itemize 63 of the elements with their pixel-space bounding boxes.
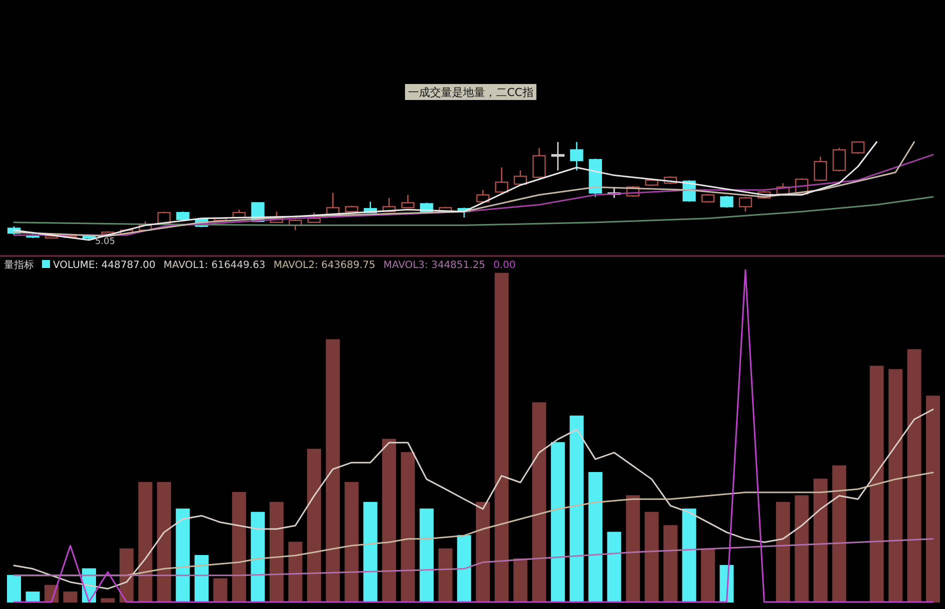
bar (813, 478, 828, 602)
bar (400, 452, 415, 602)
bar (100, 598, 115, 602)
text: 一成交量是地量，二CC指 (408, 86, 534, 99)
bar (120, 548, 134, 602)
bar (532, 402, 546, 602)
bar (682, 508, 696, 602)
bar (794, 495, 809, 602)
candlestick (551, 141, 564, 172)
candlestick (832, 147, 846, 172)
bar (326, 339, 340, 602)
bar (288, 542, 302, 602)
bar (176, 508, 190, 602)
bar (344, 482, 359, 602)
bar (888, 369, 902, 602)
bar (213, 578, 228, 602)
candlestick (401, 194, 414, 208)
candlestick (570, 141, 584, 172)
candlestick (738, 196, 752, 212)
bar (250, 512, 265, 602)
bar (870, 366, 884, 602)
bar (307, 448, 322, 602)
bar (194, 555, 209, 602)
bar (26, 592, 40, 602)
bar (232, 492, 246, 602)
candlestick (495, 166, 508, 194)
candlestick (814, 156, 828, 182)
bar (644, 512, 659, 602)
text: MAVOL1: 616449.63 (164, 260, 266, 271)
annotation: 5.05 (95, 237, 116, 247)
bar (700, 548, 715, 602)
candlestick (514, 170, 527, 186)
bar (513, 558, 528, 602)
text: MAVOL2: 643689.75 (273, 260, 376, 271)
bar (138, 482, 152, 602)
bar (663, 525, 678, 602)
bar (626, 495, 640, 602)
candlestick (532, 147, 546, 179)
bar (588, 472, 602, 602)
chart-title: 量指标 (4, 259, 34, 271)
bar (476, 502, 490, 602)
text: 0.00 (493, 260, 516, 271)
bar (926, 396, 940, 602)
bar (63, 592, 78, 602)
bar (382, 438, 396, 602)
legend-label: VOLUME: 448787.00 (53, 260, 156, 271)
bar (457, 535, 472, 602)
bar (157, 482, 172, 602)
bar (570, 416, 584, 602)
bar (7, 574, 21, 602)
bar (438, 548, 452, 602)
bar (832, 465, 846, 602)
bar (550, 442, 565, 602)
bar (420, 508, 434, 602)
text: MAVOL3: 344851.25 (383, 260, 486, 271)
candlestick (851, 141, 865, 154)
bar (907, 349, 922, 602)
bar (270, 502, 284, 602)
bar (363, 502, 378, 602)
bar (494, 272, 509, 602)
bar (776, 502, 790, 602)
candlestick (307, 212, 321, 224)
bar (607, 532, 622, 602)
